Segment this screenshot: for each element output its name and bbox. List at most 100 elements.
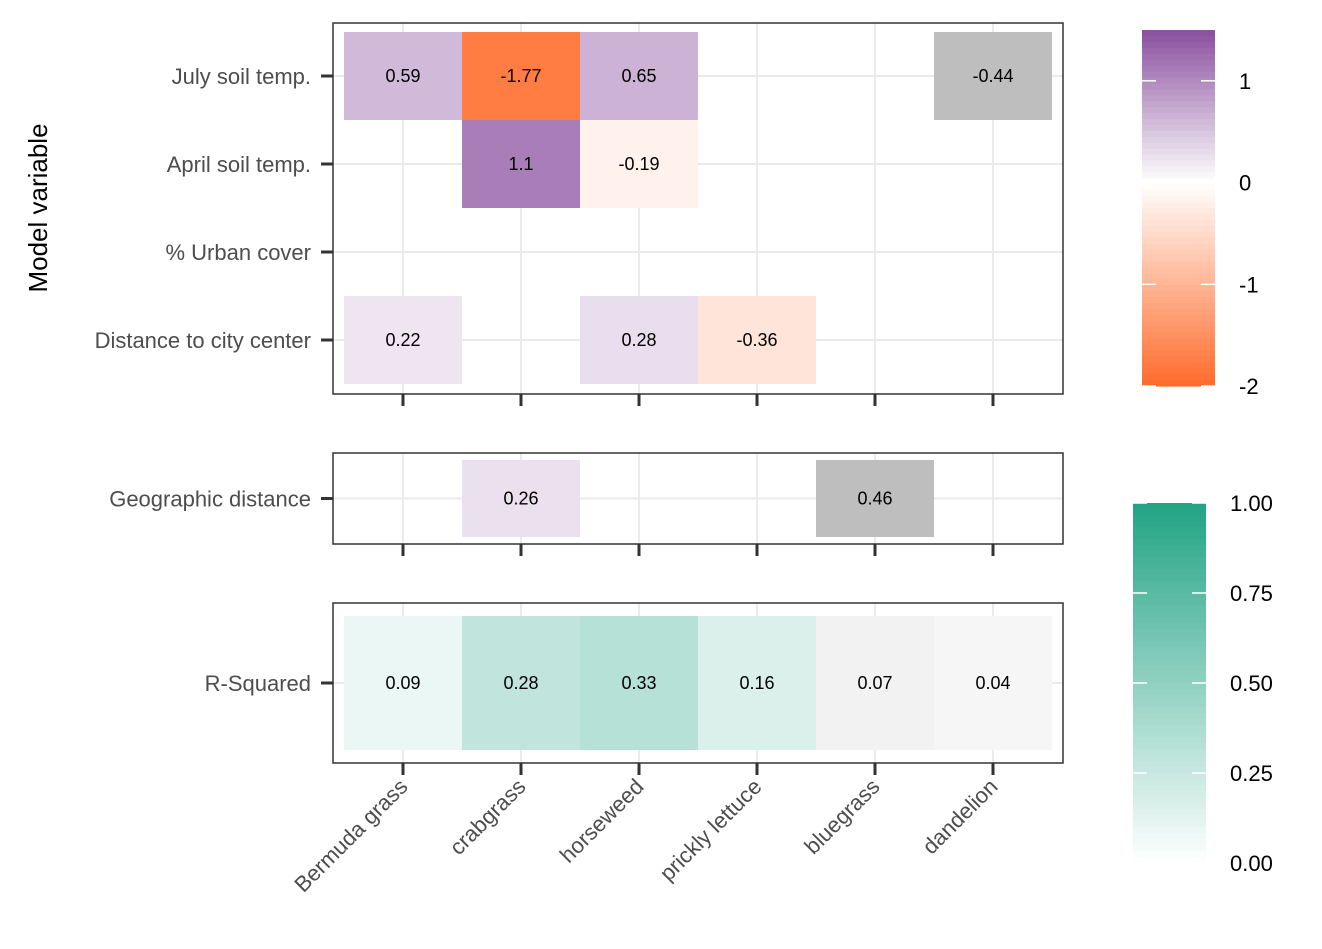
legend-gradient-step [1142, 202, 1215, 209]
legend-gradient-step [1142, 302, 1215, 310]
cell-label: 0.33 [621, 673, 656, 693]
heatmap-cell-r-squared-bermuda-grass [344, 616, 462, 750]
legend-gradient-step [1142, 166, 1215, 173]
legend-gradient-step [1133, 605, 1206, 612]
legend-gradient-step [1133, 647, 1206, 654]
legend-gradient-step [1142, 332, 1215, 340]
legend-gradient-step [1133, 761, 1206, 768]
legend-gradient-step [1133, 785, 1206, 792]
heatmap-cell-july-soil-temp-dandelion [934, 32, 1052, 120]
legend-rsquared-scale: 1.00 0.75 0.50 0.25 0.00 [1133, 491, 1273, 876]
legend-gradient-step [1133, 629, 1206, 636]
legend-gradient-step [1142, 124, 1215, 132]
legend-gradient-step [1142, 249, 1215, 257]
legend-gradient-step [1142, 261, 1215, 268]
cell-label: 0.16 [739, 673, 774, 693]
legend-gradient-step [1142, 267, 1215, 274]
legend-gradient-step [1142, 148, 1215, 156]
cell-label: 0.26 [503, 489, 538, 509]
y-tick-label-urban-cover: % Urban cover [165, 240, 311, 265]
legend-gradient-step [1133, 617, 1206, 624]
legend-gradient-step [1142, 71, 1215, 79]
legend-gradient-step [1142, 225, 1215, 233]
legend-gradient-step [1142, 326, 1215, 334]
legend-gradient-step [1133, 839, 1206, 846]
legend-gradient-step [1133, 635, 1206, 642]
legend-gradient-step [1133, 737, 1206, 744]
legend-gradient-step [1142, 344, 1215, 351]
legend-gradient-step [1133, 821, 1206, 828]
legend-gradient-step [1133, 587, 1206, 594]
legend-gradient-step [1133, 797, 1206, 804]
legend-gradient-step [1142, 95, 1215, 102]
legend-gradient-step [1142, 219, 1215, 227]
legend-tick-label: 0.25 [1230, 761, 1273, 786]
legend-gradient-step [1133, 719, 1206, 726]
legend-gradient-step [1133, 551, 1206, 558]
legend-gradient-step [1133, 671, 1206, 678]
legend-gradient-step [1133, 563, 1206, 570]
legend-tick-label: 1 [1239, 69, 1251, 94]
legend-gradient-step [1133, 851, 1206, 858]
legend-gradient-step [1142, 107, 1215, 114]
legend-gradient-step [1133, 815, 1206, 822]
legend-gradient-step [1133, 665, 1206, 672]
legend-gradient-step [1133, 695, 1206, 702]
cell-label: 0.46 [857, 489, 892, 509]
cell-label: 0.22 [385, 330, 420, 350]
heatmap-cell-geographic-distance-crabgrass [462, 460, 580, 537]
legend-tick-label: -2 [1239, 374, 1259, 399]
cell-label: -1.77 [500, 66, 541, 86]
legend-gradient-step [1133, 779, 1206, 786]
legend-gradient-step [1133, 803, 1206, 810]
legend-tick-label: 0.75 [1230, 581, 1273, 606]
legend-gradient-step [1133, 701, 1206, 708]
heatmap-cell-distance-to-city-center-horseweed [580, 296, 698, 384]
legend-gradient-step [1142, 368, 1215, 375]
legend-gradient-step [1133, 677, 1206, 684]
heatmap-cell-distance-to-city-center-bermuda-grass [344, 296, 462, 384]
heatmap-cell-r-squared-crabgrass [462, 616, 580, 750]
legend-gradient-step [1133, 755, 1206, 762]
legend-gradient-step [1133, 773, 1206, 780]
legend-gradient-step [1142, 362, 1215, 369]
legend-gradient-step [1133, 683, 1206, 690]
heatmap-cell-july-soil-temp-horseweed [580, 32, 698, 120]
legend-gradient-step [1133, 827, 1206, 834]
legend-gradient-step [1142, 41, 1215, 49]
legend-gradient-step [1142, 190, 1215, 197]
legend-gradient-step [1142, 160, 1215, 168]
legend-gradient-step [1133, 833, 1206, 840]
legend-gradient-step [1142, 243, 1215, 251]
legend-gradient-step [1133, 545, 1206, 552]
legend-gradient-step [1133, 767, 1206, 774]
legend-gradient-step [1133, 575, 1206, 582]
y-tick-label-r-squared: R-Squared [205, 671, 311, 696]
legend-tick-label: -1 [1239, 272, 1259, 297]
legend-gradient-step [1142, 65, 1215, 73]
legend-tick-label: 0.00 [1230, 851, 1273, 876]
legend-gradient-step [1133, 641, 1206, 648]
legend-gradient-step [1142, 255, 1215, 262]
legend-gradient-step [1142, 136, 1215, 144]
legend-gradient-step [1142, 320, 1215, 328]
x-tick-label-prickly-lettuce: prickly lettuce [655, 774, 767, 886]
legend-gradient-step [1133, 521, 1206, 528]
cell-label: 0.65 [621, 66, 656, 86]
x-tick-label-crabgrass: crabgrass [445, 774, 531, 860]
legend-gradient-step [1142, 154, 1215, 162]
legend-gradient-step [1133, 527, 1206, 534]
cell-label: -0.19 [618, 154, 659, 174]
panel-geographic: 0.26 0.46 Geographic distance [109, 452, 1064, 556]
legend-gradient-step [1133, 791, 1206, 798]
heatmap-cell-r-squared-bluegrass [816, 616, 934, 750]
cell-label: 0.04 [975, 673, 1010, 693]
legend-gradient-step [1142, 273, 1215, 280]
heatmap-cell-july-soil-temp-crabgrass [462, 32, 580, 120]
legend-gradient-step [1142, 119, 1215, 126]
heatmap-cell-r-squared-horseweed [580, 616, 698, 750]
legend-tick-label: 0.50 [1230, 671, 1273, 696]
heatmap-cell-distance-to-city-center-prickly-lettuce [698, 296, 816, 384]
panel-rsquared: 0.09 0.28 0.33 0.16 0.07 0.04 R-Squared [205, 602, 1064, 775]
